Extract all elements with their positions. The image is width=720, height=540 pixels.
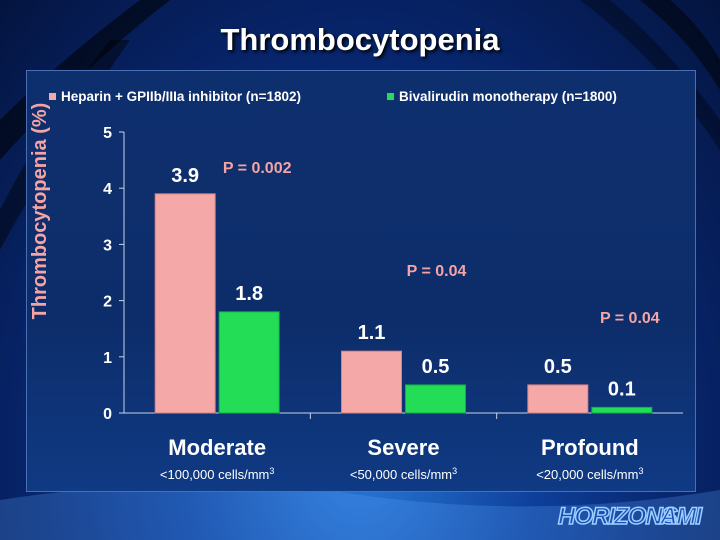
- chart-legend: Heparin + GPIIb/IIIa inhibitor (n=1802) …: [49, 89, 699, 109]
- horizons-ami-logo: HORIZONS AMI: [557, 502, 705, 531]
- category-label: Moderate: [168, 435, 266, 460]
- legend-label-heparin: Heparin + GPIIb/IIIa inhibitor (n=1802): [61, 89, 302, 104]
- bar-heparin: [154, 193, 216, 414]
- bar-bivalirudin: [218, 311, 280, 414]
- y-tick-label: 5: [103, 125, 112, 142]
- slide-title: Thrombocytopenia: [220, 22, 500, 57]
- p-value-label: P = 0.04: [600, 310, 660, 327]
- y-tick-label: 0: [103, 406, 112, 423]
- y-tick-label: 1: [103, 350, 112, 367]
- data-label-bivalirudin: 0.5: [422, 356, 450, 378]
- bar-bivalirudin: [591, 406, 653, 414]
- p-value-label: P = 0.002: [223, 160, 292, 177]
- category-sublabel: <100,000 cells/mm3: [160, 466, 275, 482]
- data-label-bivalirudin: 0.1: [608, 378, 636, 400]
- p-value-label: P = 0.04: [407, 263, 467, 280]
- category-sublabel: <50,000 cells/mm3: [350, 466, 457, 482]
- svg-text:AMI: AMI: [659, 503, 703, 530]
- data-label-heparin: 1.1: [358, 322, 386, 344]
- svg-text:HORIZONS: HORIZONS: [558, 503, 678, 530]
- category-sublabel: <20,000 cells/mm3: [536, 466, 643, 482]
- y-tick-label: 3: [103, 237, 112, 254]
- data-label-heparin: 3.9: [171, 165, 199, 187]
- data-label-bivalirudin: 1.8: [235, 283, 263, 305]
- data-label-heparin: 0.5: [544, 356, 572, 378]
- legend-swatch-bivalirudin: [387, 93, 394, 100]
- bar-chart: 0 1 2 3 4 5 3.9 1.8 Moderate <100,000 cells/mm3 1.…: [103, 125, 683, 482]
- y-tick-label: 2: [103, 294, 112, 311]
- y-tick-label: 4: [103, 181, 112, 198]
- bar-heparin: [341, 350, 402, 414]
- bar-bivalirudin: [405, 384, 466, 414]
- category-label: Profound: [541, 435, 639, 460]
- chart-panel: Heparin + GPIIb/IIIa inhibitor (n=1802) …: [26, 70, 696, 492]
- bar-heparin: [527, 384, 589, 414]
- legend-label-bivalirudin: Bivalirudin monotherapy (n=1800): [399, 89, 617, 104]
- legend-swatch-heparin: [49, 93, 56, 100]
- category-label: Severe: [367, 435, 439, 460]
